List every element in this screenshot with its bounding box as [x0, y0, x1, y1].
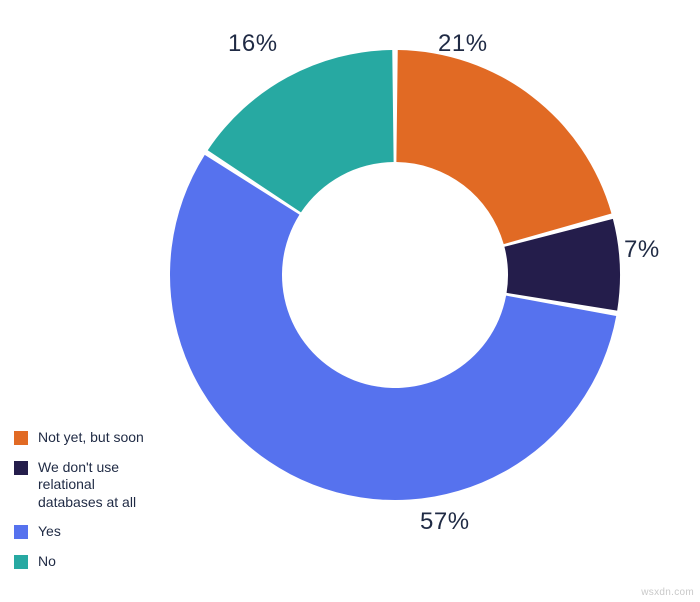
legend: Not yet, but soon We don't use relationa…: [14, 429, 154, 582]
watermark: wsxdn.com: [641, 587, 694, 598]
donut-chart: [150, 30, 640, 520]
legend-label: No: [38, 553, 56, 571]
slice-label-yes: 57%: [420, 508, 470, 536]
slice-label-no: 16%: [228, 30, 278, 58]
legend-label: Not yet, but soon: [38, 429, 144, 447]
donut-svg: [150, 30, 640, 520]
legend-item: Not yet, but soon: [14, 429, 154, 447]
legend-item: Yes: [14, 523, 154, 541]
donut-slice-not_yet: [396, 50, 611, 244]
legend-swatch: [14, 431, 28, 445]
slice-label-not-yet: 21%: [438, 30, 488, 58]
legend-swatch: [14, 555, 28, 569]
legend-label: Yes: [38, 523, 61, 541]
legend-swatch: [14, 461, 28, 475]
slice-label-dont-use: 7%: [624, 236, 660, 264]
legend-item: No: [14, 553, 154, 571]
legend-label: We don't use relational databases at all: [38, 459, 154, 512]
legend-item: We don't use relational databases at all: [14, 459, 154, 512]
legend-swatch: [14, 525, 28, 539]
